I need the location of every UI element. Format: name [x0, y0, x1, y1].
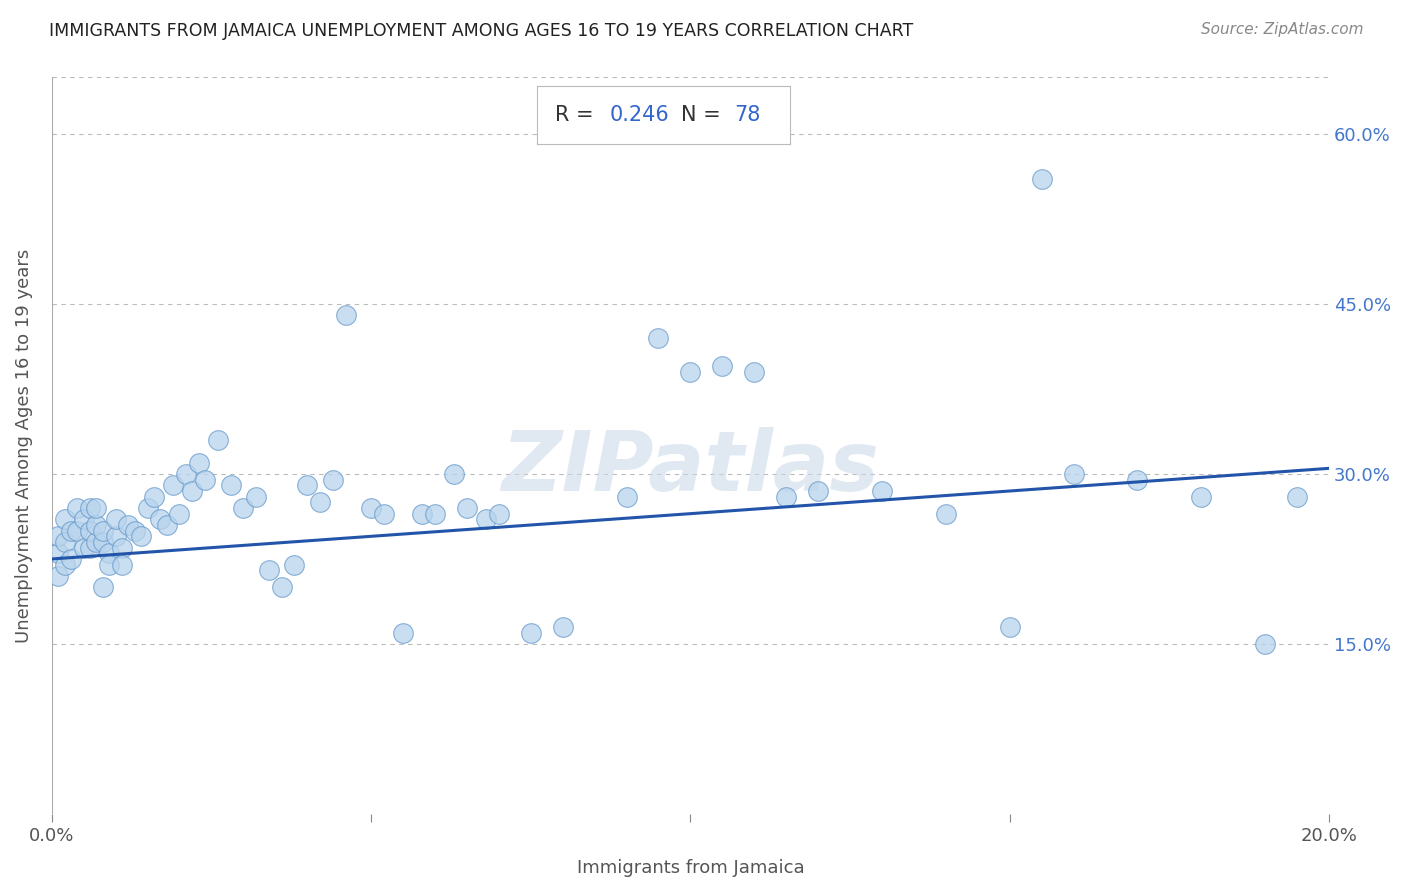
Point [149, 512, 172, 526]
Point [86, 518, 108, 533]
Point [73, 512, 96, 526]
Point [156, 518, 179, 533]
Point [142, 490, 165, 504]
Point [775, 490, 797, 504]
Point [136, 501, 159, 516]
Point [1254, 637, 1277, 651]
Point [392, 625, 415, 640]
Point [46, 529, 69, 543]
Point [335, 309, 357, 323]
Point [59, 524, 82, 538]
Point [98, 558, 121, 572]
Point [129, 529, 152, 543]
Point [98, 546, 121, 560]
Point [1063, 467, 1085, 481]
Point [1189, 490, 1212, 504]
Point [1031, 172, 1053, 186]
Text: 0.246: 0.246 [609, 105, 669, 126]
Point [742, 365, 765, 379]
X-axis label: Immigrants from Jamaica: Immigrants from Jamaica [576, 859, 804, 877]
Point [46, 569, 69, 583]
Point [232, 501, 254, 516]
Point [475, 512, 498, 526]
Point [53, 512, 76, 526]
Point [295, 478, 318, 492]
Point [616, 490, 638, 504]
Point [935, 507, 957, 521]
Text: IMMIGRANTS FROM JAMAICA UNEMPLOYMENT AMONG AGES 16 TO 19 YEARS CORRELATION CHART: IMMIGRANTS FROM JAMAICA UNEMPLOYMENT AMO… [49, 22, 914, 40]
Point [91, 524, 114, 538]
Point [79, 501, 101, 516]
Point [551, 620, 574, 634]
Point [73, 541, 96, 555]
Point [443, 467, 465, 481]
Text: R =: R = [555, 105, 600, 126]
Point [519, 625, 541, 640]
Point [162, 478, 184, 492]
Text: ZIPatlas: ZIPatlas [502, 427, 879, 508]
Point [1286, 490, 1309, 504]
Point [194, 473, 217, 487]
Point [322, 473, 344, 487]
Point [46, 546, 69, 560]
Point [86, 501, 108, 516]
Point [647, 331, 669, 345]
Point [53, 558, 76, 572]
Point [91, 535, 114, 549]
Point [488, 507, 510, 521]
Point [998, 620, 1021, 634]
Point [423, 507, 446, 521]
Point [79, 524, 101, 538]
Point [111, 541, 134, 555]
Point [104, 529, 127, 543]
Point [59, 552, 82, 566]
Point [111, 558, 134, 572]
Point [181, 483, 204, 498]
Point [456, 501, 478, 516]
Point [711, 359, 734, 374]
Point [124, 524, 146, 538]
Point [53, 535, 76, 549]
Point [257, 563, 280, 577]
Point [187, 456, 209, 470]
Point [66, 501, 89, 516]
Point [207, 433, 229, 447]
Point [104, 512, 127, 526]
Point [283, 558, 305, 572]
Point [411, 507, 433, 521]
Point [270, 580, 292, 594]
Point [91, 580, 114, 594]
Point [117, 518, 139, 533]
Point [79, 541, 101, 555]
Text: N =: N = [682, 105, 728, 126]
Y-axis label: Unemployment Among Ages 16 to 19 years: Unemployment Among Ages 16 to 19 years [15, 249, 32, 643]
Point [174, 467, 197, 481]
Point [360, 501, 382, 516]
Point [86, 535, 108, 549]
Point [679, 365, 702, 379]
Point [807, 483, 830, 498]
Point [373, 507, 395, 521]
Point [219, 478, 242, 492]
Text: Source: ZipAtlas.com: Source: ZipAtlas.com [1201, 22, 1364, 37]
Point [66, 524, 89, 538]
Point [1126, 473, 1149, 487]
Point [245, 490, 267, 504]
Point [169, 507, 191, 521]
Point [870, 483, 893, 498]
Point [309, 495, 332, 509]
Text: 78: 78 [734, 105, 761, 126]
